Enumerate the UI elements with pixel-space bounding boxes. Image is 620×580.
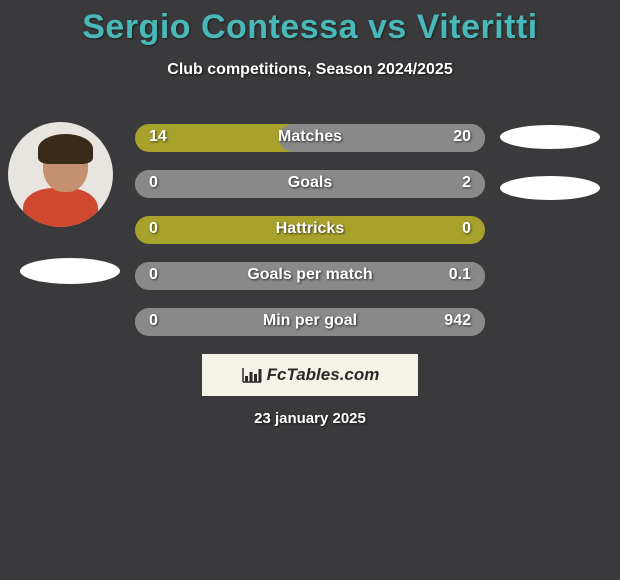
- brand-label: FcTables.com: [267, 365, 380, 385]
- snapshot-date: 23 january 2025: [0, 410, 620, 427]
- stat-row: 1420Matches: [135, 124, 485, 152]
- stats-bar-chart: 1420Matches 02Goals 00Hattricks 00.1Goals p…: [135, 124, 485, 354]
- stat-label: Hattricks: [135, 220, 485, 238]
- comparison-title: Sergio Contessa vs Viteritti: [0, 0, 620, 47]
- stat-row: 00Hattricks: [135, 216, 485, 244]
- stat-label: Goals per match: [135, 266, 485, 284]
- stat-label: Matches: [135, 128, 485, 146]
- stat-row: 02Goals: [135, 170, 485, 198]
- comparison-subtitle: Club competitions, Season 2024/2025: [0, 61, 620, 79]
- player-right-placeholder-oval-2: [500, 176, 600, 200]
- avatar-body-shape: [23, 188, 98, 227]
- stat-row: 0942Min per goal: [135, 308, 485, 336]
- bar-chart-icon: [241, 366, 263, 384]
- avatar-hair-shape: [38, 134, 93, 164]
- player-left-avatar: [8, 122, 113, 227]
- stat-label: Goals: [135, 174, 485, 192]
- player-left-placeholder-oval: [20, 258, 120, 284]
- player-right-placeholder-oval-1: [500, 125, 600, 149]
- stat-row: 00.1Goals per match: [135, 262, 485, 290]
- stat-label: Min per goal: [135, 312, 485, 330]
- brand-watermark: FcTables.com: [202, 354, 418, 396]
